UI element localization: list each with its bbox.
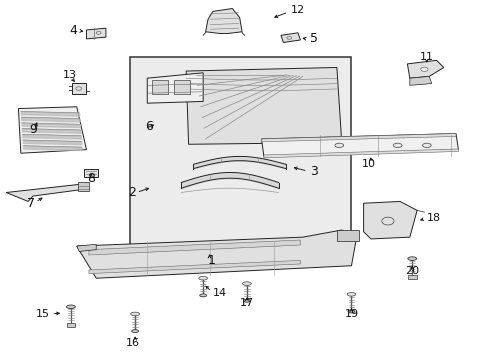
Bar [174, 80, 189, 94]
Polygon shape [89, 260, 300, 274]
Text: 19: 19 [344, 309, 358, 319]
Ellipse shape [407, 257, 416, 260]
Polygon shape [261, 134, 455, 142]
Text: 4: 4 [69, 24, 77, 37]
Ellipse shape [131, 330, 138, 333]
Bar [130, 57, 351, 255]
Text: 17: 17 [240, 298, 253, 308]
Ellipse shape [286, 36, 291, 39]
Polygon shape [77, 230, 356, 278]
Text: 1: 1 [207, 254, 216, 267]
Text: 10: 10 [361, 159, 375, 169]
Text: 12: 12 [290, 5, 304, 15]
Ellipse shape [243, 299, 250, 302]
Ellipse shape [334, 143, 343, 148]
Bar [336, 230, 358, 241]
Text: 6: 6 [144, 120, 152, 133]
Text: 14: 14 [212, 288, 226, 297]
Ellipse shape [66, 305, 75, 309]
Polygon shape [281, 33, 300, 42]
Ellipse shape [200, 294, 206, 297]
Text: 8: 8 [87, 172, 95, 185]
Polygon shape [89, 240, 300, 255]
Ellipse shape [199, 276, 207, 280]
Bar [152, 80, 167, 94]
Text: 7: 7 [26, 197, 35, 210]
Text: 5: 5 [309, 32, 318, 45]
Polygon shape [77, 244, 96, 251]
Polygon shape [205, 9, 242, 33]
Text: 9: 9 [29, 123, 37, 136]
Text: 3: 3 [309, 165, 317, 177]
Text: 13: 13 [62, 69, 76, 80]
Bar [407, 275, 416, 279]
Text: 16: 16 [125, 338, 140, 347]
Bar [66, 323, 75, 327]
Text: 11: 11 [419, 52, 433, 62]
Ellipse shape [242, 282, 251, 285]
Polygon shape [86, 28, 106, 39]
Text: 20: 20 [405, 266, 418, 276]
Bar [72, 83, 85, 94]
Text: 18: 18 [426, 212, 440, 222]
Polygon shape [363, 202, 416, 239]
Bar [78, 182, 89, 191]
Ellipse shape [76, 87, 81, 90]
Polygon shape [6, 184, 86, 202]
Ellipse shape [130, 312, 139, 316]
Ellipse shape [96, 31, 101, 34]
Polygon shape [264, 149, 458, 158]
Ellipse shape [392, 143, 401, 148]
Ellipse shape [346, 293, 355, 296]
Ellipse shape [347, 310, 354, 313]
Polygon shape [261, 134, 458, 157]
Polygon shape [409, 76, 431, 85]
Ellipse shape [422, 143, 430, 148]
Bar [84, 168, 98, 177]
Ellipse shape [381, 217, 393, 225]
Polygon shape [407, 60, 443, 78]
Polygon shape [19, 107, 86, 153]
Polygon shape [186, 67, 341, 144]
Ellipse shape [420, 67, 427, 71]
Text: 15: 15 [36, 309, 50, 319]
Text: 2: 2 [127, 186, 135, 199]
Polygon shape [147, 73, 203, 103]
